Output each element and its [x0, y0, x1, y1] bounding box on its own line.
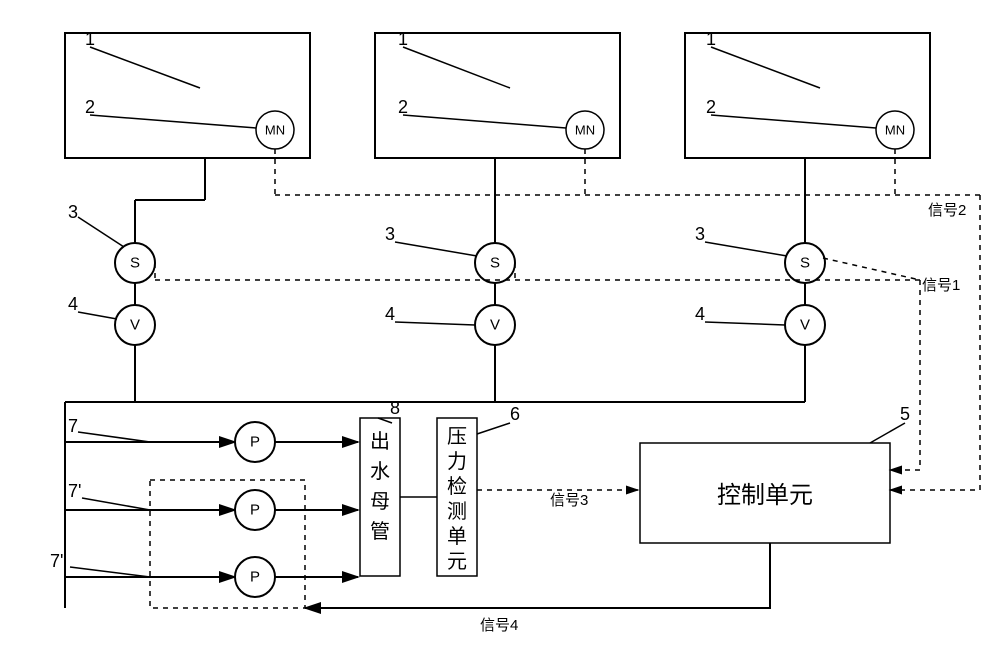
pressure-char3: 检: [447, 475, 467, 498]
pressure-char1: 压: [447, 426, 467, 448]
signal2-label: 信号2: [928, 202, 966, 219]
label-4b: 4: [385, 304, 395, 324]
outlet-header-char3: 母: [370, 491, 390, 513]
leader-4b: [395, 322, 475, 325]
pressure-char4: 测: [447, 500, 467, 523]
mn-label-2: MN: [575, 123, 595, 138]
leader-6: [477, 423, 510, 434]
leader-1b: [403, 47, 510, 88]
label-1b: 1: [398, 29, 408, 49]
signal3-label: 信号3: [550, 492, 588, 509]
label-6: 6: [510, 404, 520, 424]
p-label-3: P: [250, 569, 260, 586]
sig1-to-control: [890, 280, 920, 470]
pressure-char2: 力: [447, 450, 467, 473]
outlet-header-char4: 管: [370, 520, 390, 543]
label-7p: 7': [68, 481, 81, 501]
leader-4a: [78, 312, 117, 319]
pump-group-box: [150, 480, 305, 608]
p-label-2: P: [250, 502, 260, 519]
s-label-3: S: [800, 255, 810, 272]
leader-4c: [705, 322, 785, 325]
pressure-char5: 单: [447, 525, 467, 548]
label-2c: 2: [706, 97, 716, 117]
system-diagram: MN MN MN S S S V V V P P: [0, 0, 1000, 658]
sig2-to-control: [890, 195, 980, 490]
v-label-3: V: [800, 317, 810, 334]
leader-7: [78, 432, 150, 442]
v-label-2: V: [490, 317, 500, 334]
label-7: 7: [68, 416, 78, 436]
leader-3b: [395, 242, 477, 256]
label-4c: 4: [695, 304, 705, 324]
label-8: 8: [390, 398, 400, 418]
leader-2b: [403, 115, 566, 128]
outlet-header-char1: 出: [370, 430, 390, 453]
leader-2c: [711, 115, 876, 128]
leader-1c: [711, 47, 820, 88]
s-label-1: S: [130, 255, 140, 272]
leader-7p: [82, 498, 150, 510]
label-3c: 3: [695, 224, 705, 244]
label-3b: 3: [385, 224, 395, 244]
leader-5: [870, 423, 905, 443]
leader-7pp: [70, 567, 150, 577]
leader-3a: [78, 217, 124, 247]
signal4-label: 信号4: [480, 617, 518, 634]
label-7pp: 7'': [50, 551, 67, 571]
label-5: 5: [900, 404, 910, 424]
v-label-1: V: [130, 317, 140, 334]
mn-label-3: MN: [885, 123, 905, 138]
control-unit-label: 控制单元: [717, 482, 813, 509]
label-2a: 2: [85, 97, 95, 117]
label-2b: 2: [398, 97, 408, 117]
signal1-label: 信号1: [922, 277, 960, 294]
leader-1a: [90, 47, 200, 88]
pressure-char6: 元: [447, 551, 467, 573]
outlet-header-char2: 水: [370, 460, 390, 483]
sig1-s3-stub: [823, 258, 920, 280]
mn-label-1: MN: [265, 123, 285, 138]
leader-3c: [705, 242, 787, 256]
s-label-2: S: [490, 255, 500, 272]
label-1a: 1: [85, 29, 95, 49]
p-label-1: P: [250, 434, 260, 451]
label-4a: 4: [68, 294, 78, 314]
label-3a: 3: [68, 202, 78, 222]
leader-2a: [90, 115, 256, 128]
label-1c: 1: [706, 29, 716, 49]
